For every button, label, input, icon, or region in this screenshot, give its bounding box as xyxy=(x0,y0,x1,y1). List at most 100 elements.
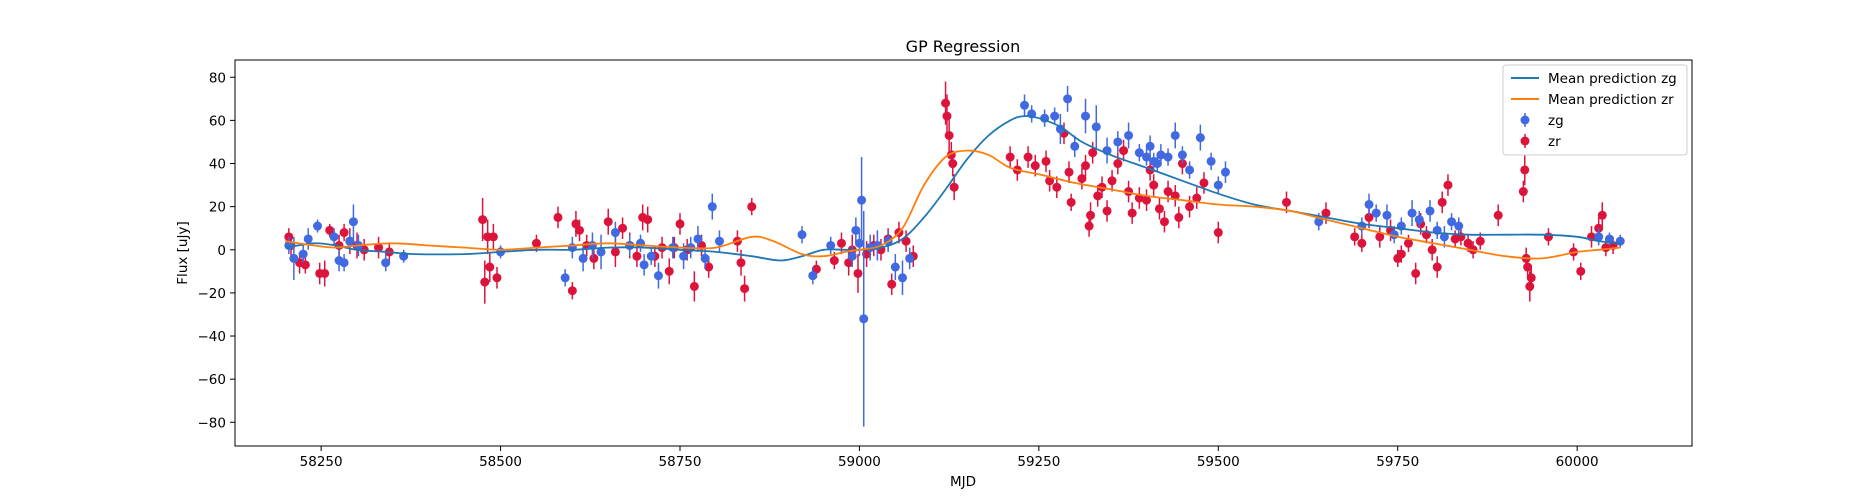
x-tick-label: 59750 xyxy=(1376,454,1419,470)
zg-point xyxy=(851,225,861,235)
zr-point xyxy=(643,215,653,225)
x-tick-label: 59250 xyxy=(1017,454,1060,470)
zr-point xyxy=(1081,161,1091,171)
zr-point xyxy=(618,223,628,233)
zr-point xyxy=(488,232,498,242)
zr-point xyxy=(1107,176,1117,186)
zg-point xyxy=(1206,156,1216,166)
zr-point xyxy=(747,202,757,212)
x-tick-label: 59000 xyxy=(838,454,881,470)
zg-point xyxy=(714,236,724,246)
zr-point xyxy=(836,238,846,248)
zr-point xyxy=(339,228,349,238)
y-axis-label: Flux [uJy] xyxy=(175,221,191,284)
zr-point xyxy=(1041,156,1051,166)
y-tick-label: −20 xyxy=(198,286,227,302)
zg-point xyxy=(1145,141,1155,151)
y-tick-label: 60 xyxy=(209,113,226,129)
zr-point xyxy=(1174,212,1184,222)
zg-point xyxy=(859,314,869,324)
zg-point xyxy=(847,251,857,261)
zg-point xyxy=(339,258,349,268)
zr-point xyxy=(1052,182,1062,192)
zr-point xyxy=(300,260,310,270)
zg-point xyxy=(1439,232,1449,242)
zg-point xyxy=(1177,150,1187,160)
zr-point xyxy=(1142,195,1152,205)
zg-point xyxy=(1091,122,1101,132)
zr-point xyxy=(1520,165,1530,175)
zr-point xyxy=(1523,262,1533,272)
zg-point xyxy=(303,234,313,244)
zg-point xyxy=(1156,150,1166,160)
y-axis: −80 −60 −40 −20 0 20 40 60 80 xyxy=(198,70,235,431)
zg-point xyxy=(897,273,907,283)
series-layer xyxy=(284,81,1625,427)
zr-point xyxy=(610,247,620,257)
zr-point xyxy=(492,273,502,283)
zr-point xyxy=(1321,208,1331,218)
zr-point xyxy=(325,225,335,235)
zr-point xyxy=(1357,238,1367,248)
zr-point xyxy=(1086,210,1096,220)
zr-point xyxy=(575,225,585,235)
zr-point xyxy=(1170,191,1180,201)
zg-point xyxy=(345,236,355,246)
zg-point xyxy=(578,253,588,263)
zr-point xyxy=(1411,268,1421,278)
zg-point xyxy=(348,217,358,227)
zr-point xyxy=(675,219,685,229)
zg-point xyxy=(890,262,900,272)
zg-point xyxy=(1055,124,1065,134)
x-tick-label: 58750 xyxy=(659,454,702,470)
zr-point xyxy=(1084,221,1094,231)
zr-point xyxy=(1088,148,1098,158)
zg-point xyxy=(679,251,689,261)
zr-point xyxy=(1432,262,1442,272)
zg-point xyxy=(1220,167,1230,177)
plot-frame xyxy=(234,59,1693,447)
zg-point xyxy=(653,271,663,281)
zg-point xyxy=(646,251,656,261)
zg-point xyxy=(1113,137,1123,147)
zr-point xyxy=(949,182,959,192)
zr-point xyxy=(485,262,495,272)
zr-point xyxy=(1463,238,1473,248)
y-tick-label: 0 xyxy=(217,243,226,259)
zg-point xyxy=(1050,111,1060,121)
zg-point xyxy=(1382,210,1392,220)
x-tick-label: 60000 xyxy=(1556,454,1599,470)
zr-point xyxy=(480,277,490,287)
zr-point xyxy=(1113,159,1123,169)
zr-point xyxy=(1543,232,1553,242)
zg-point xyxy=(1142,152,1152,162)
zr-point xyxy=(1077,174,1087,184)
zg-point xyxy=(707,202,717,212)
zg-point xyxy=(1185,165,1195,175)
zr-point xyxy=(603,217,613,227)
zr-point xyxy=(1443,180,1453,190)
zg-point xyxy=(329,232,339,242)
y-tick-label: −60 xyxy=(198,372,227,388)
zg-point xyxy=(1371,208,1381,218)
zr-point xyxy=(478,215,488,225)
zg-point xyxy=(289,253,299,263)
mean-lines-group xyxy=(285,115,1621,262)
zr-point xyxy=(1185,202,1195,212)
zg-point xyxy=(1070,141,1080,151)
zg-point xyxy=(797,230,807,240)
zr-point xyxy=(740,284,750,294)
legend-label-zr-mean: Mean prediction zr xyxy=(1548,92,1674,108)
zr-point xyxy=(657,243,667,253)
zr-point xyxy=(1364,212,1374,222)
zr-point xyxy=(1023,152,1033,162)
zr-point xyxy=(887,279,897,289)
mean-prediction-zr-line xyxy=(285,149,1621,260)
zg-point xyxy=(381,258,391,268)
zg-point xyxy=(639,260,649,270)
zr-point xyxy=(320,268,330,278)
zg-point xyxy=(1195,133,1205,143)
zg-point xyxy=(700,253,710,263)
zg-point xyxy=(1134,148,1144,158)
